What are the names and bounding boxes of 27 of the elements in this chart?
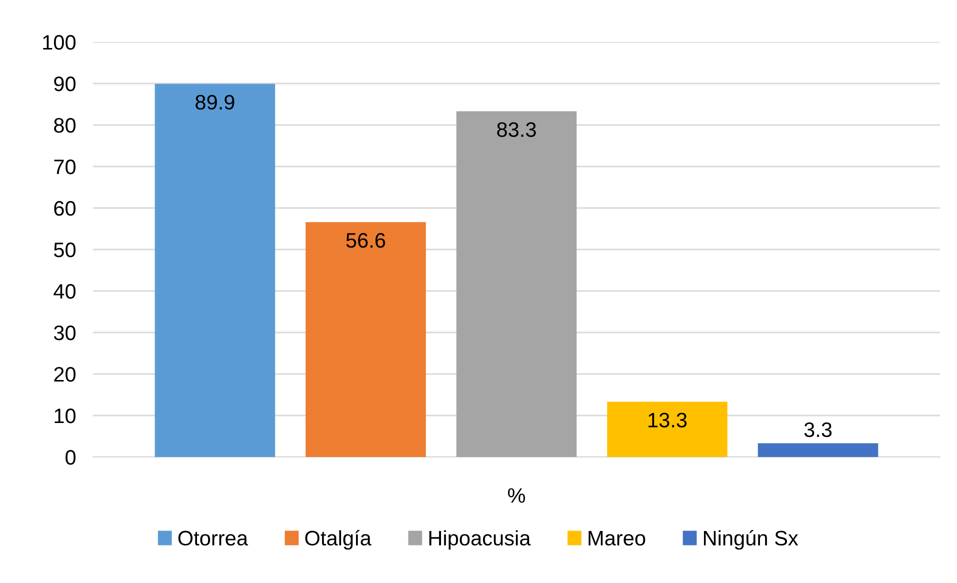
data-label: 56.6 — [346, 233, 386, 248]
y-tick-label: 90 — [54, 76, 76, 92]
y-tick-label: 40 — [54, 284, 76, 299]
bar — [456, 111, 577, 457]
y-tick-label: 70 — [54, 160, 76, 174]
y-tick-label: 50 — [54, 242, 76, 258]
legend-label: Hipoacusia — [429, 530, 531, 550]
y-tick-label: 0 — [66, 450, 76, 465]
y-tick-label: 20 — [54, 367, 76, 382]
data-label: 83.3 — [497, 122, 536, 137]
y-tick-label: 100 — [43, 35, 76, 50]
y-tick-label: 60 — [54, 201, 76, 216]
legend-label: Otorrea — [178, 530, 248, 546]
bar — [154, 84, 276, 457]
legend-label: Mareo — [588, 531, 646, 546]
x-tick-label: % — [508, 488, 526, 503]
bar — [758, 443, 878, 457]
bar — [306, 222, 426, 457]
data-label: 89.9 — [196, 94, 234, 110]
legend-label: Otalgía — [305, 530, 372, 550]
data-label: 13.3 — [648, 412, 687, 428]
y-tick-label: 80 — [54, 118, 76, 133]
bar — [607, 402, 728, 457]
y-tick-label: 30 — [54, 326, 76, 340]
legend-label: Ningún Sx — [704, 530, 798, 550]
data-label: 3.3 — [804, 422, 832, 438]
y-tick-label: 10 — [54, 408, 76, 424]
